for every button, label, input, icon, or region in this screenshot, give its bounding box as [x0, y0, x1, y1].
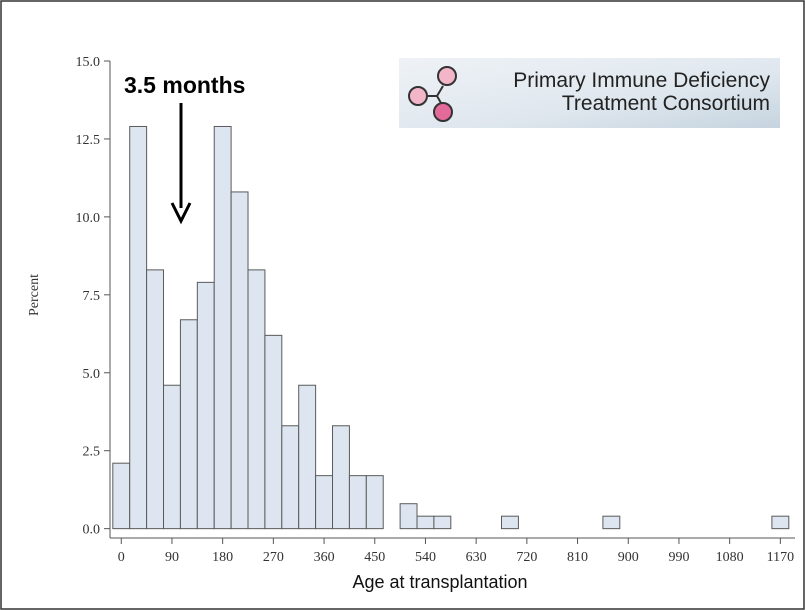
y-tick-label: 12.5	[76, 133, 101, 148]
x-tick-label: 0	[118, 550, 125, 565]
y-tick-label: 15.0	[76, 55, 101, 70]
x-tick-label: 270	[263, 550, 284, 565]
bar	[129, 125, 148, 530]
x-tick-label: 90	[165, 550, 179, 565]
x-axis-label: Age at transplantation	[352, 572, 527, 592]
x-tick-label: 1170	[767, 550, 794, 565]
y-tick-label: 10.0	[76, 211, 101, 226]
bar	[348, 475, 367, 530]
bar	[196, 281, 215, 530]
bar	[146, 269, 165, 530]
x-tick-label: 180	[212, 550, 233, 565]
annotation: 3.5 months	[124, 72, 245, 98]
x-tick-label: 720	[516, 550, 537, 565]
bar	[501, 515, 519, 530]
y-tick-label: 2.5	[83, 445, 101, 460]
bar	[112, 462, 131, 530]
bar	[179, 319, 198, 530]
y-axis-label: Percent	[27, 274, 42, 316]
x-tick-label: 360	[314, 550, 335, 565]
x-tick-label: 450	[364, 550, 385, 565]
bar	[365, 475, 384, 530]
bar	[399, 503, 418, 530]
bar	[281, 425, 300, 530]
y-tick-label: 5.0	[83, 367, 101, 382]
bar	[298, 384, 317, 530]
bar	[247, 269, 266, 530]
bar	[332, 425, 350, 530]
y-tick-label: 0.0	[83, 523, 101, 538]
x-tick-label: 810	[567, 550, 588, 565]
bar	[213, 125, 232, 530]
logo-box	[399, 58, 780, 128]
bar	[315, 475, 334, 530]
bar	[416, 515, 435, 530]
annotation-arrow	[170, 103, 192, 225]
bar	[230, 191, 249, 530]
x-tick-label: 900	[618, 550, 639, 565]
bar	[771, 515, 790, 530]
bar	[433, 515, 452, 530]
y-tick-label: 7.5	[83, 289, 101, 304]
bar	[602, 515, 621, 530]
x-tick-label: 990	[668, 550, 689, 565]
x-tick-label: 540	[415, 550, 436, 565]
x-tick-label: 630	[466, 550, 487, 565]
logo-icon	[408, 66, 457, 122]
logo-line: Primary Immune Deficiency	[513, 69, 770, 92]
x-tick-label: 1080	[716, 550, 744, 565]
logo-line: Treatment Consortium	[562, 92, 770, 115]
bar	[163, 384, 181, 530]
bar	[264, 334, 283, 530]
